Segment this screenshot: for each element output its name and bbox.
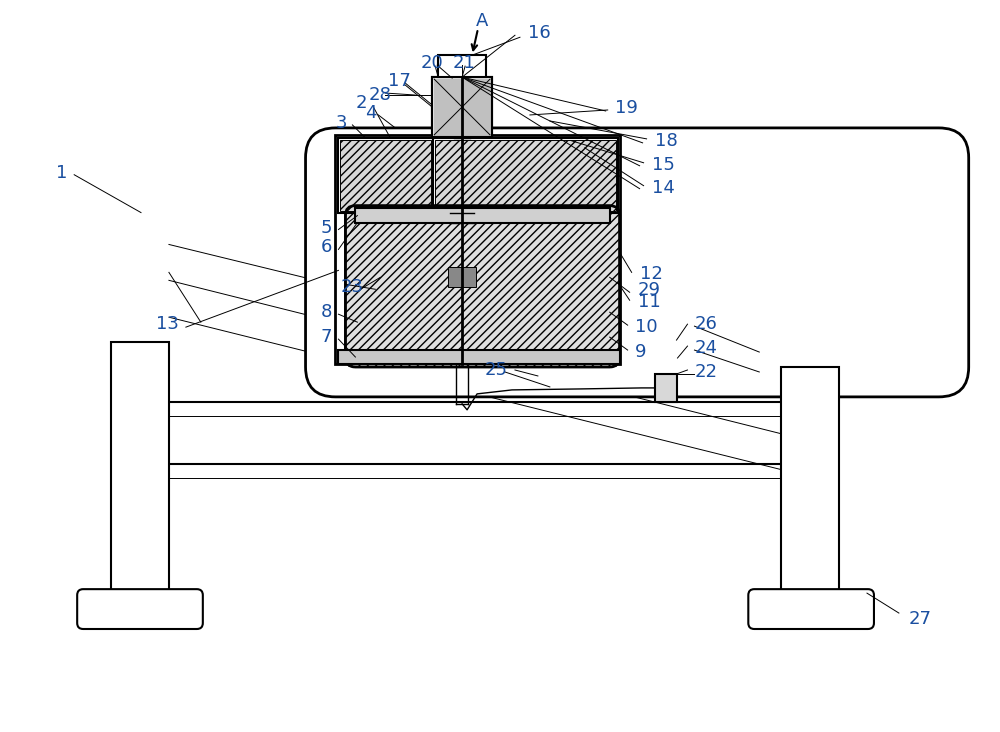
Text: 9: 9 xyxy=(635,343,646,361)
Text: A: A xyxy=(476,12,488,30)
Text: 3: 3 xyxy=(335,114,347,132)
FancyBboxPatch shape xyxy=(306,128,969,397)
Text: 13: 13 xyxy=(156,315,179,333)
Text: 1: 1 xyxy=(56,164,68,182)
Bar xyxy=(338,350,620,364)
Text: 20: 20 xyxy=(420,54,443,72)
Text: 19: 19 xyxy=(615,99,638,117)
Bar xyxy=(432,77,492,137)
Text: 8: 8 xyxy=(321,303,332,321)
Bar xyxy=(438,55,486,77)
Bar xyxy=(355,208,610,223)
FancyBboxPatch shape xyxy=(748,589,874,629)
Text: 12: 12 xyxy=(640,265,662,283)
Text: 4: 4 xyxy=(365,104,377,122)
Text: 18: 18 xyxy=(655,132,677,150)
Bar xyxy=(338,138,433,212)
Text: 2: 2 xyxy=(355,94,367,112)
Text: 17: 17 xyxy=(388,72,411,90)
FancyBboxPatch shape xyxy=(77,589,203,629)
FancyBboxPatch shape xyxy=(345,206,620,367)
Bar xyxy=(433,138,618,212)
Text: 23: 23 xyxy=(340,278,363,296)
Bar xyxy=(655,374,677,402)
Bar xyxy=(435,140,616,211)
Text: 14: 14 xyxy=(652,179,674,197)
Bar xyxy=(111,342,169,596)
Text: 29: 29 xyxy=(638,281,661,299)
Text: 7: 7 xyxy=(321,328,332,346)
Bar xyxy=(432,77,492,137)
Text: 22: 22 xyxy=(694,363,717,381)
Text: 16: 16 xyxy=(528,24,551,42)
Text: 27: 27 xyxy=(909,610,932,628)
Text: 15: 15 xyxy=(652,156,674,173)
Text: 28: 28 xyxy=(368,86,391,104)
Text: 24: 24 xyxy=(694,339,717,357)
Text: 21: 21 xyxy=(452,54,475,72)
Bar xyxy=(781,367,839,596)
Text: 11: 11 xyxy=(638,294,660,311)
Bar xyxy=(340,140,431,211)
Text: 10: 10 xyxy=(635,318,657,336)
Text: 26: 26 xyxy=(694,315,717,333)
Text: 6: 6 xyxy=(321,239,332,256)
Text: 25: 25 xyxy=(485,361,508,379)
Bar xyxy=(355,208,610,223)
Text: 5: 5 xyxy=(321,219,332,236)
Polygon shape xyxy=(434,79,490,135)
Bar xyxy=(335,135,620,364)
Bar xyxy=(448,267,476,287)
